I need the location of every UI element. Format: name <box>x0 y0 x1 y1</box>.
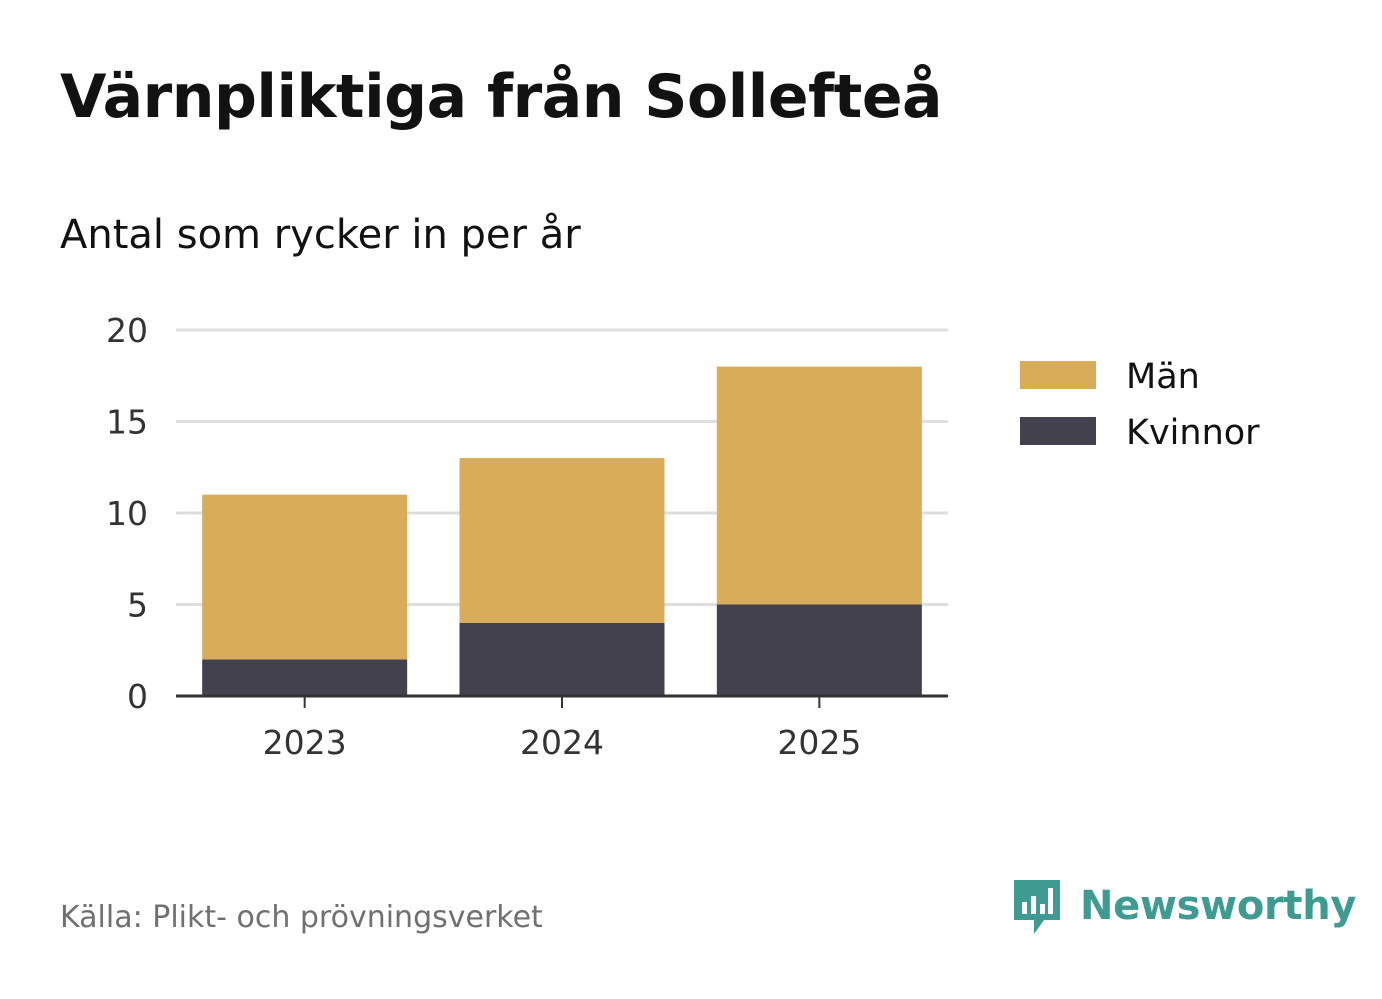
legend-label: Kvinnor <box>1126 413 1260 453</box>
y-tick-label: 20 <box>106 311 148 350</box>
bar-kvinnor-2025 <box>716 604 922 696</box>
legend-swatch-man <box>1020 361 1096 389</box>
legend-label: Män <box>1126 357 1200 397</box>
x-tick-label: 2025 <box>777 723 861 762</box>
y-tick-label: 10 <box>106 494 148 533</box>
bar-kvinnor-2024 <box>459 622 665 696</box>
y-tick-label: 15 <box>106 403 148 442</box>
legend-swatch-kvinnor <box>1020 417 1096 445</box>
bar-m-n-2025 <box>716 366 922 605</box>
chart-title: Värnpliktiga från Sollefteå <box>60 62 943 132</box>
y-tick-label: 5 <box>127 586 148 625</box>
bar-m-n-2024 <box>459 458 665 623</box>
brand-logo: Newsworthy <box>1010 876 1357 936</box>
source-note: Källa: Plikt- och prövningsverket <box>60 900 543 935</box>
y-tick-label: 0 <box>127 677 148 716</box>
x-tick-label: 2023 <box>263 723 347 762</box>
newsworthy-logo-icon <box>1014 880 1060 934</box>
bar-m-n-2023 <box>202 494 408 660</box>
x-tick-label: 2024 <box>520 723 604 762</box>
chart-subtitle: Antal som rycker in per år <box>60 212 581 258</box>
brand-name: Newsworthy <box>1080 883 1357 929</box>
bar-kvinnor-2023 <box>202 659 408 696</box>
